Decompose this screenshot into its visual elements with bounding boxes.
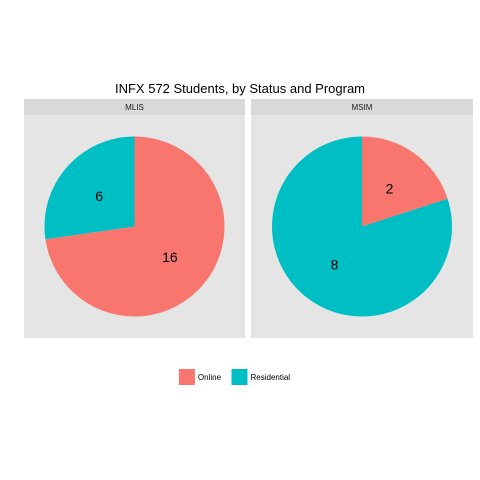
legend: Online Residential [178,369,291,385]
legend-label: Residential [251,373,291,382]
facet-strip-label: MLIS [125,103,144,112]
chart-title: INFX 572 Students, by Status and Program [115,81,365,96]
pie-slice-online [45,136,225,317]
legend-key [178,369,195,385]
facet-panel-mlis: MLIS 16 6 [24,99,245,338]
legend-key [231,369,248,385]
pie-slice-online [362,136,448,227]
legend-label: Online [198,373,222,382]
pie-slice-residential [44,136,135,240]
facet-panels: MLIS 16 6 MSIM 2 8 [24,99,473,338]
legend-entry-online: Online [178,369,222,385]
slice-value-label: 2 [386,181,394,197]
legend-entry-residential: Residential [231,369,291,385]
facet-strip [251,99,473,115]
facet-strip [24,99,245,115]
facet-panel-msim: MSIM 2 8 [251,99,473,338]
facet-strip-label: MSIM [352,103,373,112]
pie-slice-residential [272,136,452,317]
slice-value-label: 16 [162,249,178,265]
slice-value-label: 8 [331,256,339,272]
slice-value-label: 6 [95,188,103,204]
